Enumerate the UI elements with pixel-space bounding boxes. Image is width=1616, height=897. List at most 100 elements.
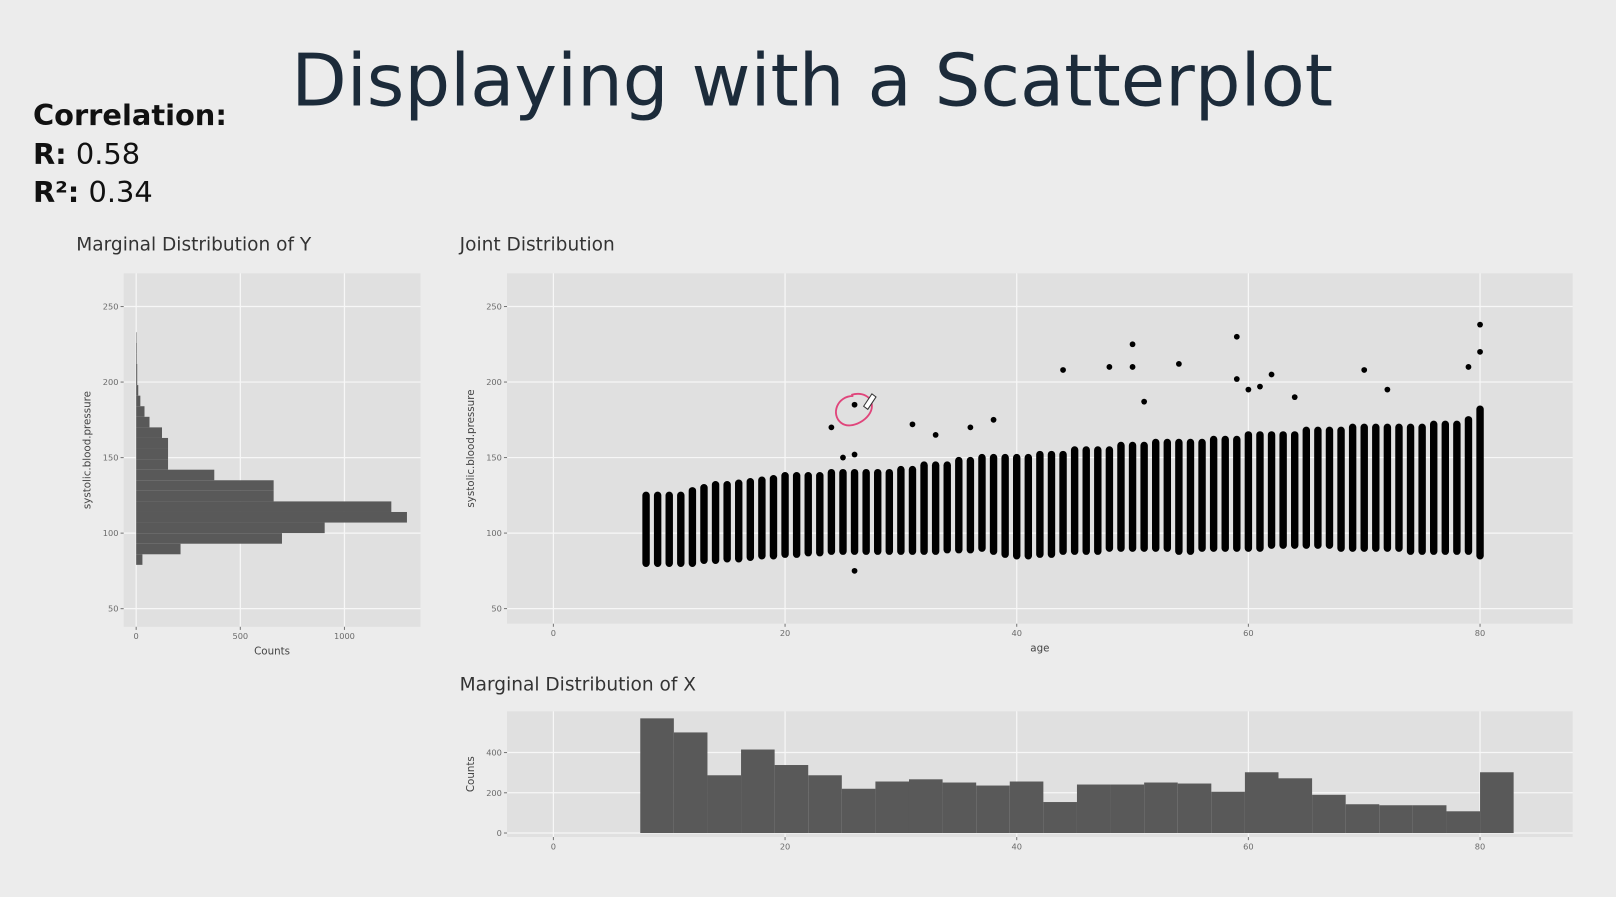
point-column	[1476, 405, 1484, 560]
scatter-point	[851, 567, 858, 574]
histogram-bar	[1412, 805, 1447, 834]
y-tick-label: 400	[486, 748, 502, 758]
histogram-bar	[707, 775, 742, 834]
scatter-point	[1245, 386, 1252, 393]
histogram-bar	[741, 749, 775, 834]
point-column	[885, 468, 894, 555]
histogram-bar	[875, 781, 909, 834]
point-column	[1036, 450, 1044, 558]
x-axis-label: Counts	[254, 646, 290, 658]
scatter-point	[1384, 386, 1391, 393]
point-column	[1418, 423, 1426, 555]
r2-line: R²: 0.34	[33, 175, 153, 209]
x-tick-label: 80	[1475, 841, 1485, 851]
histogram-bar	[1177, 783, 1212, 834]
histogram-bar	[136, 374, 138, 386]
histogram-bar	[1312, 794, 1346, 834]
scatter-point	[990, 416, 997, 423]
y-axis-label: Counts	[465, 756, 477, 792]
scatter-point	[967, 424, 974, 431]
scatter-point	[1060, 367, 1066, 373]
point-column	[931, 461, 940, 555]
x-tick-label: 500	[232, 631, 248, 641]
histogram-bar	[136, 501, 392, 512]
point-column	[908, 465, 917, 555]
point-column	[1175, 438, 1183, 555]
x-tick-label: 60	[1243, 841, 1253, 851]
point-column	[792, 471, 801, 558]
point-column	[1117, 441, 1125, 552]
histogram-bar	[1076, 784, 1111, 834]
point-column	[677, 491, 685, 567]
x-tick-label: 20	[780, 841, 790, 851]
histogram-bar	[673, 732, 708, 834]
point-column	[920, 461, 928, 555]
r-value: 0.58	[76, 137, 140, 171]
point-column	[1383, 423, 1392, 552]
histogram-bar	[1144, 782, 1178, 834]
slide-title: Displaying with a Scatterplot	[291, 39, 1333, 123]
scatter-point	[909, 421, 916, 428]
histogram-bar	[136, 427, 162, 438]
histogram-bar	[136, 395, 141, 407]
r-line: R: 0.58	[33, 137, 140, 171]
point-column	[1209, 435, 1218, 552]
histogram-bar	[136, 416, 150, 428]
histogram-bar	[976, 785, 1010, 834]
histogram-bar	[1480, 772, 1514, 834]
scatter-point	[851, 401, 858, 408]
point-column	[804, 471, 812, 557]
histogram-bar	[1278, 778, 1313, 834]
histogram-bar	[1345, 804, 1380, 834]
y-tick-label: 50	[491, 604, 501, 614]
point-column	[769, 474, 778, 560]
point-column	[653, 491, 662, 567]
panel-title: Joint Distribution	[459, 235, 615, 256]
histogram-bar	[136, 543, 181, 555]
y-tick-label: 150	[103, 453, 119, 463]
scatter-point	[1176, 361, 1182, 367]
histogram-bar	[1211, 791, 1245, 834]
histogram-bar	[841, 788, 876, 834]
point-column	[1152, 438, 1160, 552]
x-axis-label: age	[1030, 643, 1049, 655]
histogram-bar	[136, 511, 407, 523]
histogram-bar	[136, 469, 215, 481]
point-column	[943, 461, 951, 554]
point-column	[1360, 423, 1368, 552]
point-column	[781, 471, 789, 558]
scatter-point	[1477, 321, 1483, 328]
r2-value: 0.34	[89, 175, 153, 209]
scatter-point	[1465, 364, 1472, 370]
r-name: R:	[33, 137, 67, 171]
histogram-bar	[136, 533, 282, 544]
y-tick-label: 150	[486, 453, 502, 463]
scatter-point	[1257, 383, 1263, 390]
y-axis-label: systolic.blood.pressure	[82, 391, 94, 509]
point-column	[700, 484, 708, 564]
plot-panel	[123, 273, 421, 627]
y-tick-label: 50	[108, 604, 118, 614]
histogram-bar	[942, 782, 977, 834]
y-tick-label: 200	[486, 788, 502, 798]
point-column	[1372, 423, 1380, 552]
point-column	[1233, 435, 1241, 552]
x-tick-label: 80	[1475, 628, 1485, 638]
point-column	[735, 479, 743, 563]
point-column	[1406, 423, 1415, 555]
point-column	[874, 468, 882, 555]
y-tick-label: 100	[103, 528, 119, 538]
point-column	[1140, 441, 1148, 552]
histogram-bar	[136, 406, 145, 417]
histogram-bar	[908, 779, 943, 834]
panel-title: Marginal Distribution of Y	[76, 235, 312, 256]
scatter-point	[1129, 341, 1136, 348]
point-column	[1453, 420, 1461, 555]
y-tick-label: 250	[103, 302, 119, 312]
panel-title: Marginal Distribution of X	[460, 675, 697, 696]
point-column	[1013, 453, 1021, 560]
point-column	[1348, 423, 1357, 552]
point-column	[1198, 438, 1206, 552]
histogram-bar	[1379, 805, 1413, 834]
point-column	[827, 468, 836, 555]
